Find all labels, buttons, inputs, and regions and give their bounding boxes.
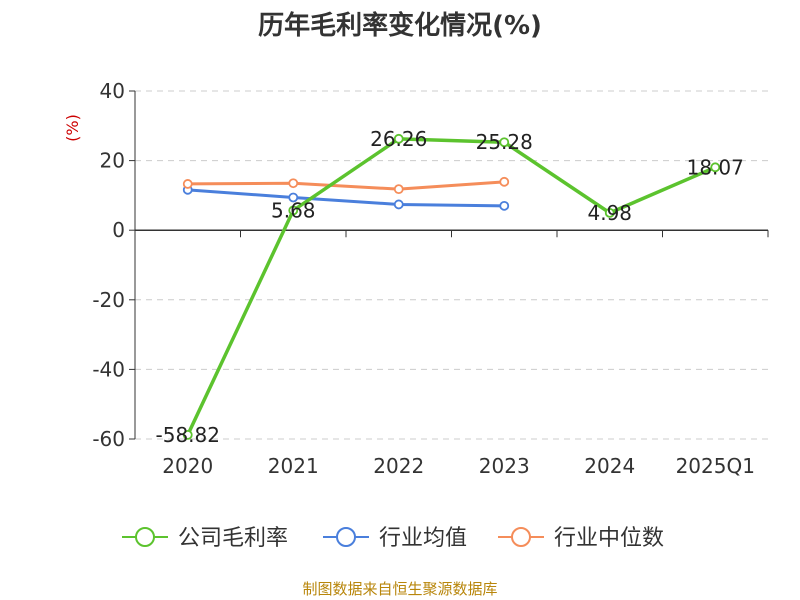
data-point (288, 192, 299, 203)
y-tick-labels: 40 20 0 -20 -40 -60 (92, 79, 125, 451)
data-point (499, 176, 510, 187)
series-line (186, 137, 716, 436)
data-point (393, 199, 404, 210)
series-lines (186, 137, 716, 436)
legend: 公司毛利率 行业均值 行业中位数 (122, 526, 664, 551)
x-tick-label: 2025Q1 (676, 454, 755, 478)
x-tick-label: 2022 (373, 454, 424, 478)
data-point (182, 429, 193, 440)
data-point (182, 179, 193, 189)
data-label: 5.68 (271, 198, 316, 222)
data-label: 18.07 (687, 155, 744, 179)
legend-marker (511, 527, 531, 547)
data-point (393, 184, 404, 195)
data-point (499, 200, 510, 211)
series-line (187, 188, 505, 208)
x-tick-labels: 2020 2021 2022 2023 2024 2025Q1 (162, 454, 755, 478)
data-point (288, 205, 299, 216)
y-axis-label: (%) (63, 114, 82, 142)
data-label: 25.28 (476, 130, 533, 154)
data-label: 26.26 (370, 127, 427, 151)
series-line (187, 180, 505, 191)
y-tick-label: 0 (112, 218, 125, 242)
y-tick-label: 20 (100, 149, 125, 173)
x-tick-label: 2023 (479, 454, 530, 478)
y-tick-label: 40 (100, 79, 125, 103)
y-tick-label: -60 (92, 427, 125, 451)
data-point (710, 162, 721, 173)
chart-title: 历年毛利率变化情况(%) (258, 10, 542, 41)
source-note: 制图数据来自恒生聚源数据库 (302, 580, 497, 598)
legend-marker (336, 527, 356, 547)
data-label: 4.98 (587, 201, 632, 225)
data-point (499, 137, 510, 148)
grid-lines (135, 90, 768, 440)
legend-label: 行业均值 (379, 526, 467, 551)
x-tick-label: 2020 (162, 454, 213, 478)
y-tick-label: -40 (92, 357, 125, 381)
x-tick-label: 2024 (584, 454, 635, 478)
data-point (604, 207, 615, 218)
legend-label: 公司毛利率 (178, 526, 288, 551)
data-label: -58.82 (156, 423, 220, 447)
data-point (288, 178, 299, 189)
x-tick-label: 2021 (268, 454, 319, 478)
data-labels: -58.82 5.68 26.26 25.28 4.98 18.07 (156, 127, 744, 447)
y-tick-label: -20 (92, 288, 125, 312)
legend-marker (135, 527, 155, 547)
series-points (182, 133, 721, 440)
legend-label: 行业中位数 (554, 526, 664, 551)
data-point (393, 133, 404, 144)
axes (129, 90, 769, 440)
